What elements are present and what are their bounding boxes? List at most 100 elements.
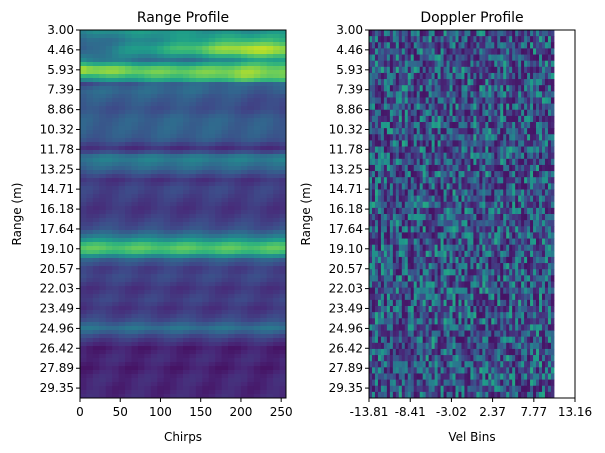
range-profile-cell — [266, 94, 274, 99]
range-profile-cell — [273, 394, 281, 398]
doppler-profile-cell — [413, 201, 418, 209]
range-profile-cell — [279, 86, 286, 91]
range-profile-cell — [208, 358, 216, 363]
range-profile-cell — [150, 386, 158, 391]
range-profile-cell — [189, 138, 197, 143]
range-profile-cell — [176, 330, 184, 335]
range-profile-cell — [208, 170, 216, 175]
range-profile-cell — [137, 330, 145, 335]
range-profile-y-tick-label: 17.64 — [40, 222, 74, 236]
doppler-profile-cell — [371, 391, 376, 398]
doppler-profile-cell — [428, 238, 433, 246]
doppler-profile-cell — [422, 183, 427, 190]
doppler-profile-cell — [443, 152, 448, 160]
range-profile-cell — [189, 286, 197, 291]
range-profile-cell — [247, 142, 255, 147]
range-profile-cell — [137, 302, 145, 307]
range-profile-cell — [176, 86, 184, 91]
range-profile-cell — [189, 58, 197, 63]
doppler-profile-cell — [455, 373, 459, 381]
doppler-profile-cell — [437, 263, 442, 270]
range-profile-cell — [195, 298, 203, 303]
range-profile-cell — [215, 42, 223, 47]
range-profile-cell — [163, 350, 171, 355]
doppler-profile-cell — [461, 171, 465, 178]
range-profile-cell — [92, 326, 100, 331]
range-profile-cell — [170, 42, 178, 47]
doppler-profile-cell — [416, 115, 421, 123]
range-profile-cell — [99, 138, 107, 143]
range-profile-cell — [144, 262, 152, 267]
range-profile-cell — [163, 98, 171, 103]
range-profile-cell — [279, 126, 286, 131]
range-profile-cell — [125, 306, 133, 311]
range-profile-cell — [176, 210, 184, 215]
doppler-profile-cell — [440, 220, 445, 227]
doppler-profile-cell — [437, 164, 442, 172]
range-profile-cell — [105, 258, 113, 263]
range-profile-cell — [240, 298, 248, 303]
doppler-profile-cell — [383, 91, 388, 98]
doppler-profile-cell — [371, 207, 376, 215]
range-profile-cell — [112, 226, 120, 231]
doppler-profile-cell — [455, 140, 459, 148]
range-profile-cell — [183, 338, 191, 343]
doppler-profile-cell — [371, 201, 376, 209]
range-profile-cell — [157, 106, 165, 111]
range-profile-cell — [195, 242, 203, 247]
range-profile-cell — [266, 202, 274, 207]
range-profile-cell — [202, 38, 210, 43]
range-profile-cell — [163, 154, 171, 159]
doppler-profile-cell — [431, 103, 436, 111]
doppler-profile-cell — [407, 128, 412, 135]
doppler-profile-cell — [383, 171, 388, 178]
range-profile-cell — [183, 358, 191, 363]
doppler-profile-cell — [437, 281, 442, 289]
range-profile-cell — [92, 54, 100, 59]
range-profile-cell — [144, 198, 152, 203]
range-profile-cell — [163, 38, 171, 43]
range-profile-cell — [195, 94, 203, 99]
doppler-profile-cell — [440, 109, 445, 117]
range-profile-cell — [137, 210, 145, 215]
range-profile-cell — [157, 126, 165, 131]
range-profile-cell — [150, 346, 158, 351]
range-profile-cell — [163, 334, 171, 339]
range-profile-cell — [125, 118, 133, 123]
range-profile-cell — [118, 314, 126, 319]
doppler-profile-cell — [452, 232, 456, 240]
range-profile-cell — [80, 374, 88, 379]
doppler-profile-cell — [380, 134, 385, 141]
range-profile-cell — [279, 50, 286, 55]
doppler-profile-cell — [374, 220, 379, 227]
range-profile-cell — [266, 38, 274, 43]
doppler-profile-cell — [428, 54, 433, 62]
range-profile-cell — [266, 54, 274, 59]
doppler-profile-cell — [389, 373, 394, 381]
range-profile-cell — [137, 234, 145, 239]
range-profile-cell — [137, 206, 145, 211]
doppler-profile-cell — [380, 373, 385, 381]
range-profile-cell — [125, 46, 133, 51]
range-profile-cell — [157, 318, 165, 323]
range-profile-cell — [273, 350, 281, 355]
range-profile-cell — [105, 246, 113, 251]
range-profile-y-tick-label: 26.42 — [40, 341, 74, 355]
range-profile-cell — [144, 318, 152, 323]
doppler-profile-cell — [464, 367, 468, 374]
range-profile-x-tick-label: 250 — [270, 405, 293, 419]
doppler-profile-cell — [371, 97, 376, 105]
range-profile-cell — [144, 338, 152, 343]
doppler-profile-cell — [395, 109, 400, 117]
doppler-profile-cell — [455, 299, 459, 307]
range-profile-cell — [137, 46, 145, 51]
doppler-profile-cell — [383, 385, 388, 393]
range-profile-cell — [170, 82, 178, 87]
doppler-profile-cell — [398, 312, 403, 319]
range-profile-cell — [131, 350, 139, 355]
range-profile-cell — [260, 334, 268, 339]
range-profile-cell — [80, 314, 88, 319]
range-profile-cell — [150, 202, 158, 207]
range-profile-cell — [279, 298, 286, 303]
range-profile-cell — [208, 322, 216, 327]
